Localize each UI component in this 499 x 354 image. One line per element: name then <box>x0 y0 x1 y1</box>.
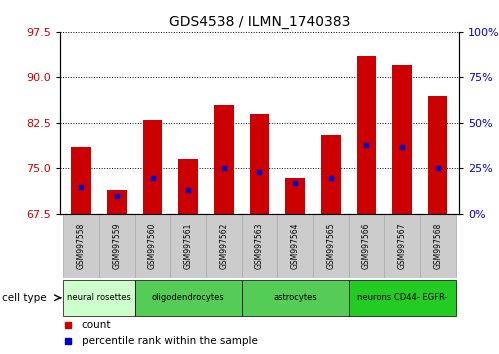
Bar <box>428 96 448 214</box>
Text: neural rosettes: neural rosettes <box>67 293 131 302</box>
Text: neurons CD44- EGFR-: neurons CD44- EGFR- <box>357 293 447 302</box>
Bar <box>349 280 456 316</box>
Text: astrocytes: astrocytes <box>273 293 317 302</box>
Bar <box>135 280 242 316</box>
Text: GSM997562: GSM997562 <box>220 223 229 269</box>
Bar <box>357 56 376 214</box>
Text: GSM997566: GSM997566 <box>362 223 371 269</box>
Bar <box>313 214 349 278</box>
Bar <box>321 135 340 214</box>
Text: GSM997563: GSM997563 <box>255 223 264 269</box>
Bar <box>250 114 269 214</box>
Title: GDS4538 / ILMN_1740383: GDS4538 / ILMN_1740383 <box>169 16 350 29</box>
Text: GSM997559: GSM997559 <box>112 223 121 269</box>
Text: GSM997568: GSM997568 <box>433 223 442 269</box>
Bar <box>392 65 412 214</box>
Bar <box>179 159 198 214</box>
Text: GSM997564: GSM997564 <box>290 223 299 269</box>
Bar <box>384 214 420 278</box>
Text: GSM997561: GSM997561 <box>184 223 193 269</box>
Bar <box>63 214 99 278</box>
Bar <box>99 214 135 278</box>
Bar <box>420 214 456 278</box>
Bar <box>63 280 135 316</box>
Bar <box>242 214 277 278</box>
Bar <box>206 214 242 278</box>
Bar <box>135 214 170 278</box>
Text: GSM997560: GSM997560 <box>148 223 157 269</box>
Text: cell type: cell type <box>2 293 47 303</box>
Text: count: count <box>82 320 111 330</box>
Text: GSM997558: GSM997558 <box>77 223 86 269</box>
Text: oligodendrocytes: oligodendrocytes <box>152 293 225 302</box>
Bar <box>107 190 127 214</box>
Bar <box>349 214 384 278</box>
Bar <box>285 178 305 214</box>
Bar <box>277 214 313 278</box>
Bar <box>71 147 91 214</box>
Text: percentile rank within the sample: percentile rank within the sample <box>82 336 257 346</box>
Bar <box>214 105 234 214</box>
Text: GSM997565: GSM997565 <box>326 223 335 269</box>
Bar <box>143 120 162 214</box>
Bar <box>242 280 349 316</box>
Text: GSM997567: GSM997567 <box>398 223 407 269</box>
Bar <box>170 214 206 278</box>
